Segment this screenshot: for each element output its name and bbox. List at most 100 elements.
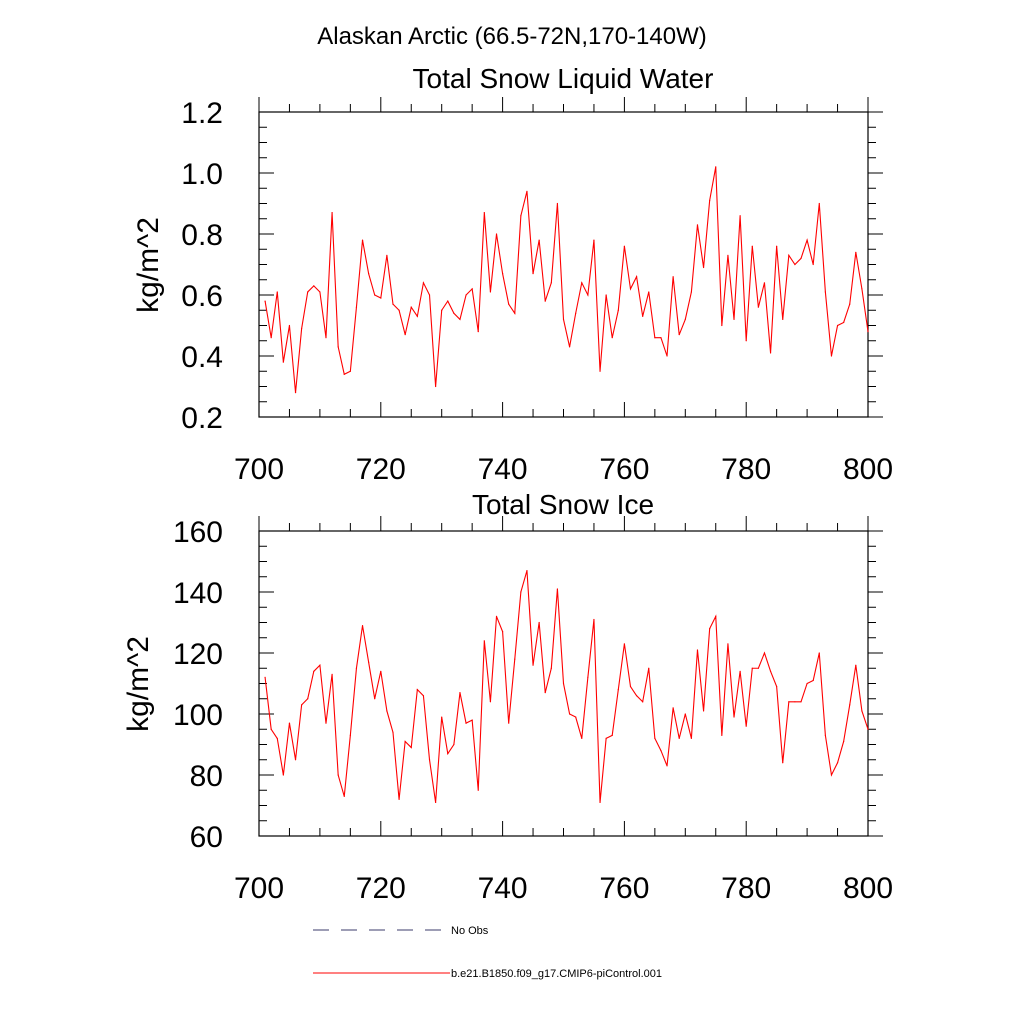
x-tick-label: 740 — [478, 872, 528, 905]
data-point — [830, 774, 833, 776]
data-point — [514, 312, 516, 314]
data-point — [806, 682, 808, 685]
x-tick-label: 760 — [599, 453, 649, 486]
data-point — [514, 658, 516, 660]
data-point — [727, 643, 729, 645]
data-point — [337, 774, 339, 776]
data-point — [288, 722, 291, 724]
data-point — [751, 245, 753, 247]
data-point — [489, 701, 492, 703]
data-point — [855, 664, 857, 666]
y-tick-label: 100 — [173, 699, 223, 732]
data-point — [788, 254, 790, 256]
data-point — [392, 303, 394, 305]
data-point — [575, 312, 577, 314]
data-point — [733, 318, 735, 320]
data-point — [276, 291, 278, 293]
data-point — [319, 664, 321, 666]
data-point — [313, 670, 315, 672]
data-point — [410, 746, 412, 749]
data-point — [776, 685, 778, 688]
data-point — [398, 309, 400, 311]
data-point — [709, 628, 711, 630]
data-point — [721, 324, 723, 327]
data-point — [745, 725, 747, 727]
data-point — [733, 716, 735, 718]
data-point — [611, 337, 613, 339]
data-point — [867, 331, 869, 333]
data-point — [751, 667, 753, 669]
data-point — [642, 701, 644, 703]
data-point — [282, 361, 284, 363]
data-point — [696, 649, 699, 651]
panel-snow-ice: Total Snow Ice kg/m^2 700 720 740 760 780 800… — [122, 489, 893, 905]
data-point — [715, 615, 717, 618]
data-point — [782, 318, 784, 320]
data-point — [441, 716, 443, 718]
figure-title: Alaskan Arctic (66.5-72N,170-140W) — [317, 23, 707, 50]
data-point — [769, 352, 772, 354]
y-tick-label: 120 — [173, 638, 223, 671]
panel-snow-liquid-water: Total Snow Liquid Water kg/m^2 700 720 740… — [132, 63, 893, 486]
data-point — [855, 251, 857, 253]
data-point — [343, 795, 345, 797]
data-point — [861, 288, 863, 290]
data-point — [435, 801, 437, 804]
x-tick-label: 780 — [721, 453, 771, 486]
data-point — [483, 212, 485, 214]
data-point — [757, 306, 759, 308]
data-point — [294, 759, 297, 761]
data-point — [672, 707, 674, 709]
data-point — [435, 385, 437, 388]
data-point — [453, 312, 455, 314]
data-point — [538, 621, 540, 624]
data-point — [861, 710, 863, 712]
data-point — [526, 190, 528, 192]
data-point — [623, 643, 626, 645]
data-point — [605, 737, 607, 740]
data-point — [398, 798, 400, 801]
data-point — [818, 652, 820, 654]
data-point — [575, 716, 577, 718]
data-point — [763, 282, 766, 284]
data-point — [836, 324, 839, 327]
data-point — [532, 664, 534, 666]
data-point — [404, 740, 406, 743]
data-point — [739, 670, 741, 672]
data-point — [368, 273, 370, 275]
data-point — [611, 734, 613, 736]
data-point — [794, 263, 796, 266]
data-point — [477, 789, 479, 791]
data-point — [757, 667, 759, 669]
data-point — [648, 667, 650, 669]
data-point — [544, 300, 546, 302]
data-point — [550, 282, 552, 284]
data-point — [568, 713, 571, 715]
data-point — [702, 266, 705, 269]
y-tick-label: 1.2 — [181, 97, 223, 130]
data-point — [392, 731, 394, 733]
data-point — [587, 676, 589, 679]
y-tick-label: 60 — [190, 821, 223, 854]
data-point — [623, 245, 626, 247]
data-point — [684, 713, 686, 715]
data-point — [593, 618, 595, 621]
data-point — [288, 324, 291, 327]
data-point — [374, 294, 376, 296]
data-point — [635, 695, 638, 697]
data-point — [264, 676, 266, 679]
y-tick-label: 80 — [190, 760, 223, 793]
y-tick-labels: 0.2 0.4 0.6 0.8 1.0 1.2 — [181, 97, 223, 435]
data-point — [709, 199, 711, 202]
data-point — [361, 624, 364, 627]
data-point — [568, 346, 571, 348]
data-point — [459, 318, 461, 320]
data-point — [702, 710, 705, 712]
axis-ticks — [258, 97, 883, 418]
axis-ticks — [258, 516, 883, 837]
data-point — [325, 722, 327, 724]
data-point — [386, 710, 388, 712]
data-point — [453, 743, 455, 746]
y-tick-label: 0.4 — [181, 341, 223, 374]
panel-title: Total Snow Liquid Water — [413, 63, 714, 94]
